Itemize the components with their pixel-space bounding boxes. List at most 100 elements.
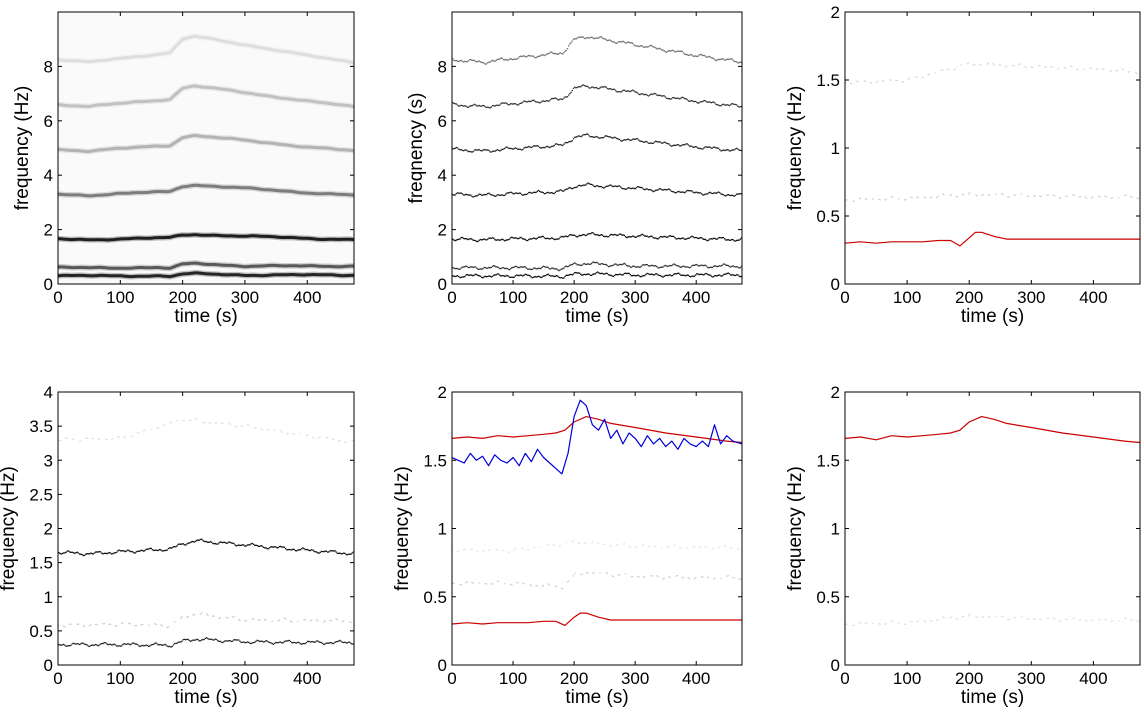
ridge-point [598,234,600,237]
ridge-point [597,37,599,39]
ridge-point [669,235,671,237]
ridge-point [560,277,563,279]
ridge-point [475,273,477,275]
ridge-point [328,642,330,644]
ridge-point [722,263,725,265]
ridge-point [675,97,677,100]
ridge-point [641,544,644,547]
ridge-point [123,550,125,552]
ridge-point [233,639,235,641]
ridge-point [531,238,534,240]
ridge-point [342,641,345,644]
ridge-point [516,104,518,106]
ridge-point [658,267,660,269]
ridge-point [452,148,454,150]
ridge-point [700,264,703,266]
ridge-point [954,68,956,70]
ridge-point [559,544,561,547]
ridge-point [599,263,601,266]
ridge-point [455,275,457,277]
ridge-point [467,150,470,153]
ridge-point [657,189,659,191]
ridge-point [716,59,718,61]
ridge-point [283,617,286,619]
y-tick-label: 0 [831,656,840,675]
ridge-point [553,268,555,270]
ridge-point [620,233,622,235]
ridge-point [583,542,586,544]
ridge-point [108,551,110,554]
ridge-point [645,188,647,190]
ridge-point [636,186,639,188]
ridge-point [721,104,723,106]
ridge-point [589,263,592,265]
ridge-point [707,101,709,103]
ridge-point [520,149,523,151]
ridge-point [633,90,635,92]
ridge-point [349,641,351,643]
ridge-point [686,143,688,145]
y-tick-label: 0.5 [816,207,840,226]
ridge-point [505,267,507,270]
ridge-point [490,237,493,239]
ridge-point [673,96,675,99]
ridge-point [653,190,656,192]
ridge-point [71,438,73,440]
ridge-point [575,271,577,274]
ridge-point [622,40,624,42]
ridge-point [620,91,622,93]
ridge-point [595,87,598,89]
y-tick-label: 4 [438,166,447,185]
ridge-point [595,234,598,236]
ridge-point [700,101,703,103]
ridge-point [722,194,725,196]
ridge-point [114,644,117,646]
ridge-point [568,94,570,96]
ridge-point [257,640,260,642]
ridge-point [859,621,862,624]
ridge-point [584,543,587,545]
ridge-point [465,238,467,240]
ridge-point [497,149,500,151]
ridge-point [513,193,515,195]
ridge-point [1078,196,1080,198]
ridge-point [157,427,160,429]
ridge-point [924,197,927,199]
ridge-point [507,275,509,277]
ridge-point [186,638,188,641]
ridge-point [721,58,723,60]
ridge-point [969,192,971,194]
ridge-point [716,238,718,240]
ridge-point [286,640,288,642]
ridge-point [707,193,709,195]
ridge-point [566,142,569,144]
ridge-point [204,637,207,639]
ridge-point [351,643,353,645]
x-tick-label: 200 [560,288,588,307]
ridge-point [884,199,886,201]
ridge-point [649,546,651,548]
ridge-point [955,618,957,620]
ridge-point [524,266,526,268]
ridge-point [192,541,194,543]
ridge-point [478,60,480,62]
ridge-point [1033,618,1035,620]
ridge-point [592,184,594,186]
ridge-point [471,266,473,268]
ridge-point [564,142,566,144]
ridge-point [470,151,472,153]
ridge-point [681,50,683,53]
x-tick-label: 300 [1017,288,1045,307]
ridge-point [583,84,586,87]
ridge-point [642,275,645,277]
ridge-point [514,58,517,60]
ridge-point [511,583,513,586]
ridge-point [555,53,558,55]
ridge-point [546,53,548,55]
ridge-point [487,62,489,64]
ridge-point [514,548,517,550]
ridge-point [715,265,717,267]
ridge-point [156,427,159,429]
ridge-point [565,141,567,144]
ridge-point [665,97,668,99]
